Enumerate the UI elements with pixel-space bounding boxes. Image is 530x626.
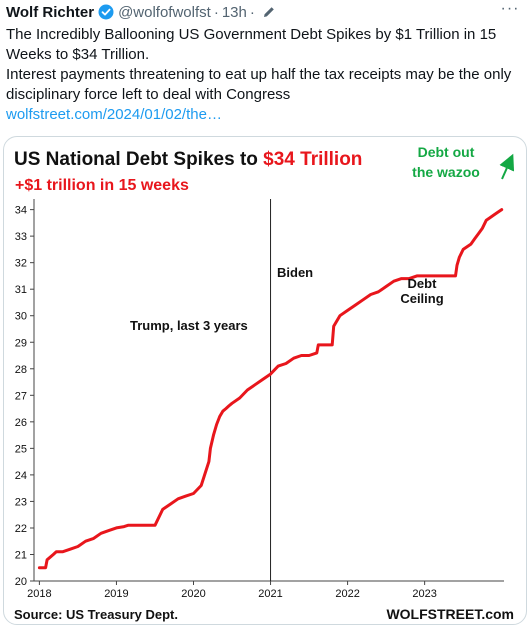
article-link[interactable]: wolfstreet.com/2024/01/02/the… <box>6 106 222 123</box>
y-tick-label: 28 <box>15 364 27 376</box>
y-tick-label: 23 <box>15 496 27 508</box>
y-tick-label: 26 <box>15 417 27 429</box>
tweet-text-line-2: Interest payments threatening to eat up … <box>6 66 512 103</box>
author-name[interactable]: Wolf Richter <box>6 3 95 21</box>
chart-subtitle: +$1 trillion in 15 weeks <box>15 177 189 194</box>
chart-title: US National Debt Spikes to $34 Trillion <box>14 149 362 170</box>
annotation-wazoo-2: the wazoo <box>412 164 480 180</box>
x-tick-label: 2021 <box>258 588 282 600</box>
chart-card[interactable]: US National Debt Spikes to $34 Trillion … <box>3 136 527 625</box>
annotation-biden: Biden <box>277 265 313 280</box>
debt-series-line <box>37 208 504 570</box>
more-options-icon[interactable]: ··· <box>500 0 520 17</box>
y-tick-label: 34 <box>15 205 27 217</box>
y-tick-label: 22 <box>15 523 27 535</box>
y-tick-label: 20 <box>15 576 27 588</box>
annotation-debt-ceiling-2: Ceiling <box>400 291 443 306</box>
chart-source: Source: US Treasury Dept. <box>14 607 178 622</box>
y-tick-label: 30 <box>15 311 27 323</box>
tweet-time[interactable]: 13h <box>221 3 247 21</box>
chart-brand: WOLFSTREET.com <box>386 606 514 622</box>
annotation-debt-ceiling-1: Debt <box>408 276 438 291</box>
time-separator-trail: · <box>249 3 255 21</box>
x-tick-label: 2022 <box>335 588 359 600</box>
author-handle[interactable]: @wolfofwolfst <box>118 3 211 21</box>
x-tick-label: 2023 <box>412 588 436 600</box>
debt-chart: US National Debt Spikes to $34 Trillion … <box>14 144 515 622</box>
y-tick-label: 24 <box>15 470 27 482</box>
time-separator: · <box>213 3 219 21</box>
tweet-body: The Incredibly Ballooning US Government … <box>6 25 522 125</box>
verified-badge-icon <box>98 4 114 20</box>
wazoo-arrow <box>499 153 515 180</box>
y-tick-label: 21 <box>15 549 27 561</box>
y-tick-label: 25 <box>15 443 27 455</box>
edit-pencil-icon <box>262 5 276 19</box>
x-tick-label: 2018 <box>27 588 51 600</box>
annotation-trump: Trump, last 3 years <box>130 318 248 333</box>
y-tick-label: 31 <box>15 284 27 296</box>
tweet-text-line-1: The Incredibly Ballooning US Government … <box>6 26 497 63</box>
x-tick-label: 2019 <box>104 588 128 600</box>
y-tick-label: 29 <box>15 337 27 349</box>
x-tick-label: 2020 <box>181 588 205 600</box>
annotation-wazoo-1: Debt out <box>418 144 475 160</box>
y-tick-label: 27 <box>15 390 27 402</box>
y-tick-label: 32 <box>15 258 27 270</box>
tweet-header: Wolf Richter @wolfofwolfst · 13h · ··· <box>6 0 524 21</box>
y-tick-label: 33 <box>15 231 27 243</box>
